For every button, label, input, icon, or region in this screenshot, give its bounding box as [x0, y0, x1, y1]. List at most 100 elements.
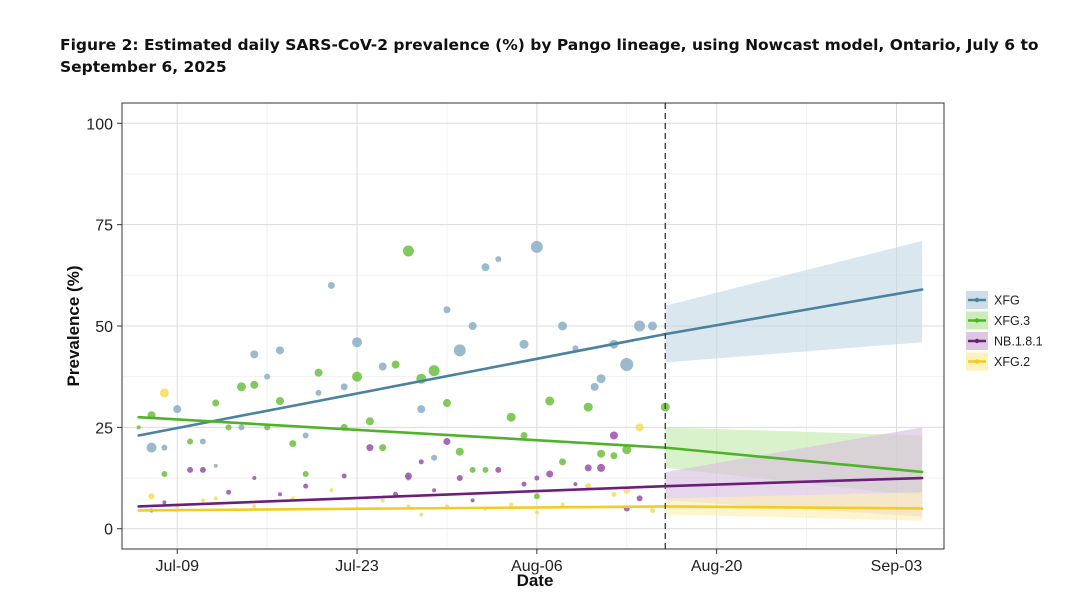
point-xfg-3 — [302, 470, 309, 477]
point-xfg-3 — [402, 245, 414, 257]
point-xfg — [199, 438, 206, 445]
point-xfg-2 — [635, 423, 644, 432]
x-tick-label: Aug-20 — [691, 558, 743, 575]
y-tick-label: 0 — [104, 522, 113, 539]
point-nb-1-8-1 — [521, 481, 527, 487]
point-xfg — [340, 383, 348, 391]
point-xfg — [238, 424, 245, 431]
point-xfg-3 — [236, 382, 246, 392]
point-nb-1-8-1 — [187, 466, 194, 473]
point-xfg-3 — [597, 449, 606, 458]
point-nb-1-8-1 — [432, 488, 437, 493]
point-nb-1-8-1 — [366, 444, 374, 452]
point-xfg-2 — [148, 493, 155, 500]
x-axis-label: Date — [517, 571, 554, 590]
point-xfg — [590, 382, 599, 391]
point-nb-1-8-1 — [277, 492, 282, 497]
band-xfg — [665, 240, 923, 363]
point-nb-1-8-1 — [404, 472, 412, 480]
point-xfg-3 — [289, 440, 297, 448]
point-xfg — [558, 321, 568, 331]
point-xfg-2 — [585, 483, 592, 490]
point-xfg — [481, 263, 490, 272]
point-xfg-3 — [545, 396, 555, 406]
point-xfg — [519, 339, 529, 349]
point-nb-1-8-1 — [226, 489, 232, 495]
point-xfg-2 — [252, 504, 257, 509]
x-tick-label: Jul-09 — [155, 558, 199, 575]
legend: XFG XFG.3 NB.1.8.1 XFG.2 — [966, 291, 1043, 371]
point-xfg — [572, 345, 579, 352]
legend-item-xfg-2: XFG.2 — [966, 352, 1030, 371]
legend-key-point — [974, 338, 980, 344]
point-xfg-3 — [533, 493, 540, 500]
legend-item-xfg-3: XFG.3 — [966, 311, 1030, 330]
point-xfg-3 — [455, 447, 464, 456]
point-nb-1-8-1 — [303, 483, 309, 489]
point-nb-1-8-1 — [636, 495, 643, 502]
point-xfg-2 — [329, 488, 334, 493]
point-nb-1-8-1 — [546, 470, 554, 478]
legend-label: NB.1.8.1 — [994, 335, 1043, 349]
point-xfg — [264, 373, 271, 380]
point-xfg — [634, 320, 646, 332]
point-xfg — [647, 321, 657, 331]
y-tick-label: 25 — [95, 420, 113, 437]
point-nb-1-8-1 — [495, 466, 502, 473]
point-xfg-2 — [649, 507, 655, 513]
x-tick-label: Jul-23 — [335, 558, 379, 575]
point-xfg-3 — [275, 397, 284, 406]
point-xfg-2 — [419, 512, 424, 517]
point-xfg — [596, 374, 606, 384]
figure-title: Figure 2: Estimated daily SARS-CoV-2 pre… — [60, 36, 1039, 76]
point-xfg — [620, 358, 634, 372]
y-tick-label: 75 — [95, 218, 113, 235]
point-xfg-3 — [506, 412, 516, 422]
point-xfg-2 — [213, 496, 218, 501]
point-xfg-2 — [200, 498, 205, 503]
point-xfg — [250, 350, 259, 359]
point-nb-1-8-1 — [470, 498, 475, 503]
point-xfg-2 — [560, 502, 565, 507]
legend-label: XFG.3 — [994, 314, 1030, 328]
point-xfg-3 — [365, 417, 374, 426]
point-xfg — [453, 344, 466, 357]
point-xfg-2 — [509, 502, 514, 507]
point-xfg — [161, 444, 168, 451]
point-nb-1-8-1 — [162, 500, 167, 505]
point-xfg — [327, 281, 335, 289]
point-xfg — [302, 432, 309, 439]
legend-key-point — [974, 359, 980, 364]
point-xfg-3 — [225, 424, 232, 431]
point-xfg-3 — [559, 458, 567, 466]
point-xfg-2 — [380, 498, 385, 503]
point-xfg-3 — [442, 399, 451, 408]
point-xfg-3 — [379, 444, 387, 452]
x-tick-label: Aug-06 — [511, 558, 563, 575]
point-xfg — [468, 322, 477, 330]
point-nb-1-8-1 — [443, 438, 451, 446]
point-xfg — [315, 389, 322, 396]
point-xfg-3 — [212, 399, 220, 407]
legend-item-xfg: XFG — [966, 291, 1020, 309]
point-xfg-3 — [520, 431, 528, 439]
point-xfg — [275, 346, 284, 355]
point-xfg-3 — [161, 470, 168, 477]
point-xfg — [352, 337, 363, 348]
point-xfg-3 — [352, 371, 363, 382]
point-nb-1-8-1 — [534, 475, 540, 481]
axes: 0 25 50 75 100 Jul-09 Jul-23 Aug-06 Aug-20 Sep-03 — [86, 116, 922, 575]
y-tick-label: 50 — [95, 319, 113, 336]
point-xfg-3 — [314, 368, 323, 377]
point-xfg — [213, 463, 218, 468]
point-xfg-3 — [610, 452, 618, 460]
point-xfg — [378, 362, 387, 371]
point-xfg-3 — [250, 380, 259, 389]
point-xfg-3 — [622, 445, 632, 455]
point-nb-1-8-1 — [252, 476, 257, 481]
point-nb-1-8-1 — [341, 473, 347, 479]
point-nb-1-8-1 — [584, 464, 592, 472]
point-xfg — [417, 405, 426, 414]
legend-label: XFG.2 — [994, 355, 1030, 369]
